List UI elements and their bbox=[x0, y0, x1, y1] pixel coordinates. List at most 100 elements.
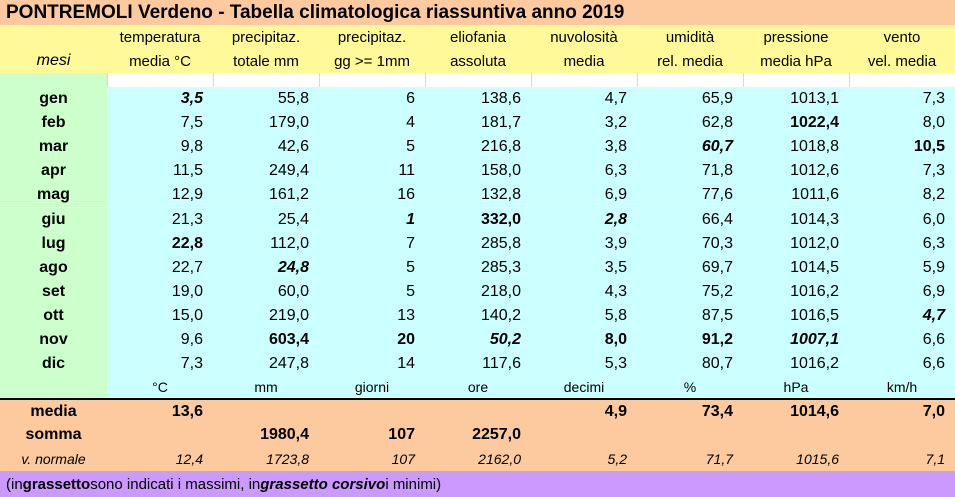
table-cell: 158,0 bbox=[480, 162, 521, 180]
table-cell: 8,2 bbox=[922, 186, 945, 204]
table-cell: 161,2 bbox=[268, 186, 309, 204]
header-cell: gg >= 1mm bbox=[334, 52, 410, 70]
spacer-row bbox=[0, 73, 955, 87]
table-cell: 3,9 bbox=[604, 234, 627, 252]
header-cell bbox=[0, 25, 107, 49]
header-cell: precipitaz. bbox=[337, 28, 407, 46]
month-label: nov bbox=[0, 328, 107, 352]
footnote: (in grassetto sono indicati i massimi, i… bbox=[0, 471, 955, 497]
month-label: dic bbox=[0, 352, 107, 377]
summary-row-somma: somma 1980,4 107 2257,0 bbox=[0, 423, 955, 447]
summary-value: 7,0 bbox=[922, 402, 945, 420]
summary-row-media: media 13,6 4,9 73,4 1014,6 7,0 bbox=[0, 400, 955, 423]
summary-row-normale: v. normale 12,4 1723,8 107 2162,0 5,2 71… bbox=[0, 447, 955, 471]
table-cell: 13 bbox=[397, 306, 415, 324]
month-label: giu bbox=[0, 207, 107, 232]
header-cell: umidità bbox=[665, 28, 715, 46]
table-cell: 75,2 bbox=[701, 282, 733, 300]
table-cell: 16 bbox=[397, 186, 415, 204]
summary-value bbox=[319, 400, 425, 423]
table-cell: 112,0 bbox=[270, 234, 309, 252]
summary-label: somma bbox=[25, 426, 82, 443]
table-cell: 91,2 bbox=[701, 331, 733, 348]
table-row: set 19,0 60,0 5 218,0 4,3 75,2 1016,2 6,9 bbox=[0, 279, 955, 304]
header-cell: vel. media bbox=[867, 52, 937, 70]
table-cell: 11 bbox=[398, 162, 415, 180]
table-cell: 87,5 bbox=[701, 306, 733, 324]
table-row: giu 21,3 25,4 1 332,0 2,8 66,4 1014,3 6,0 bbox=[0, 207, 955, 232]
unit-label: hPa bbox=[783, 379, 809, 395]
table-cell: 12,9 bbox=[171, 186, 203, 204]
summary-value: 7,1 bbox=[925, 451, 945, 467]
table-cell: 22,8 bbox=[171, 234, 203, 252]
footnote-text: i minimi) bbox=[385, 475, 442, 493]
table-cell: 8,0 bbox=[922, 114, 945, 132]
summary-value: 1723,8 bbox=[266, 451, 309, 467]
table-cell: 6 bbox=[406, 90, 415, 107]
table-cell: 132,8 bbox=[480, 186, 521, 204]
summary-label: media bbox=[30, 402, 77, 420]
table-row: gen 3,5 55,8 6 138,6 4,7 65,9 1013,1 7,3 bbox=[0, 87, 955, 111]
table-row: nov 9,6 603,4 20 50,2 8,0 91,2 1007,1 6,6 bbox=[0, 328, 955, 352]
summary-value bbox=[637, 423, 743, 447]
header-cell: media hPa bbox=[760, 52, 832, 70]
table-cell: 22,7 bbox=[171, 258, 203, 276]
summary-divider bbox=[0, 398, 955, 400]
column-separator bbox=[531, 73, 532, 87]
table-cell: 247,8 bbox=[268, 355, 309, 373]
month-label: ago bbox=[0, 255, 107, 280]
table-cell: 285,8 bbox=[480, 234, 521, 252]
table-cell: 1 bbox=[406, 210, 415, 228]
summary-value: 13,6 bbox=[171, 402, 203, 420]
header-cell: nuvolosità bbox=[550, 28, 618, 46]
table-cell: 14 bbox=[397, 355, 415, 373]
summary-value: 2257,0 bbox=[472, 426, 521, 443]
table-row: feb 7,5 179,0 4 181,7 3,2 62,8 1022,4 8,0 bbox=[0, 111, 955, 136]
table-cell: 3,5 bbox=[604, 258, 627, 276]
footnote-row: (in grassetto sono indicati i massimi, i… bbox=[0, 471, 955, 497]
summary-value: 73,4 bbox=[701, 402, 733, 420]
table-cell: 6,3 bbox=[604, 162, 627, 180]
table-cell: 1016,5 bbox=[790, 306, 839, 324]
table-row: mag 12,9 161,2 16 132,8 6,9 77,6 1011,6 8,2 bbox=[0, 183, 955, 208]
table-cell: 216,8 bbox=[480, 138, 521, 156]
table-cell: 5 bbox=[406, 282, 415, 300]
table-title: PONTREMOLI Verdeno - Tabella climatologi… bbox=[6, 1, 625, 23]
table-cell: 249,4 bbox=[268, 162, 309, 180]
column-separator bbox=[107, 73, 108, 87]
unit-label: % bbox=[683, 379, 697, 395]
header-cell: temperatura bbox=[119, 28, 201, 46]
summary-value: 107 bbox=[388, 426, 415, 443]
spacer-cell bbox=[0, 73, 107, 87]
header-mesi: mesi bbox=[36, 52, 71, 69]
table-row: ott 15,0 219,0 13 140,2 5,8 87,5 1016,5 4,7 bbox=[0, 303, 955, 328]
column-separator bbox=[213, 73, 214, 87]
month-label: gen bbox=[0, 87, 107, 111]
footnote-text: (in bbox=[6, 475, 23, 493]
header-cell: assoluta bbox=[450, 52, 506, 70]
summary-value: 1015,6 bbox=[796, 451, 839, 467]
table-cell: 4,7 bbox=[922, 306, 945, 324]
table-cell: 70,3 bbox=[701, 234, 733, 252]
table-cell: 6,9 bbox=[922, 282, 945, 300]
month-label: feb bbox=[0, 111, 107, 136]
table-row: mar 9,8 42,6 5 216,8 3,8 60,7 1018,8 10,5 bbox=[0, 135, 955, 160]
summary-value bbox=[213, 400, 319, 423]
summary-value bbox=[743, 423, 849, 447]
header-cell: media bbox=[563, 52, 605, 70]
table-cell: 285,3 bbox=[480, 258, 521, 276]
table-cell: 65,9 bbox=[701, 90, 733, 107]
month-label: lug bbox=[0, 231, 107, 256]
table-cell: 7,3 bbox=[922, 90, 945, 107]
unit-label: ore bbox=[467, 379, 489, 395]
header-cell: pressione bbox=[763, 28, 829, 46]
table-cell: 6,6 bbox=[922, 331, 945, 348]
summary-value bbox=[531, 423, 637, 447]
summary-value: 2162,0 bbox=[478, 451, 521, 467]
table-cell: 80,7 bbox=[701, 355, 733, 373]
table-cell: 7,5 bbox=[180, 114, 203, 132]
footnote-bold-italic: grassetto corsivo bbox=[260, 475, 386, 493]
table-cell: 1012,0 bbox=[790, 234, 839, 252]
summary-value: 1980,4 bbox=[260, 426, 309, 443]
table-cell: 77,6 bbox=[701, 186, 733, 204]
